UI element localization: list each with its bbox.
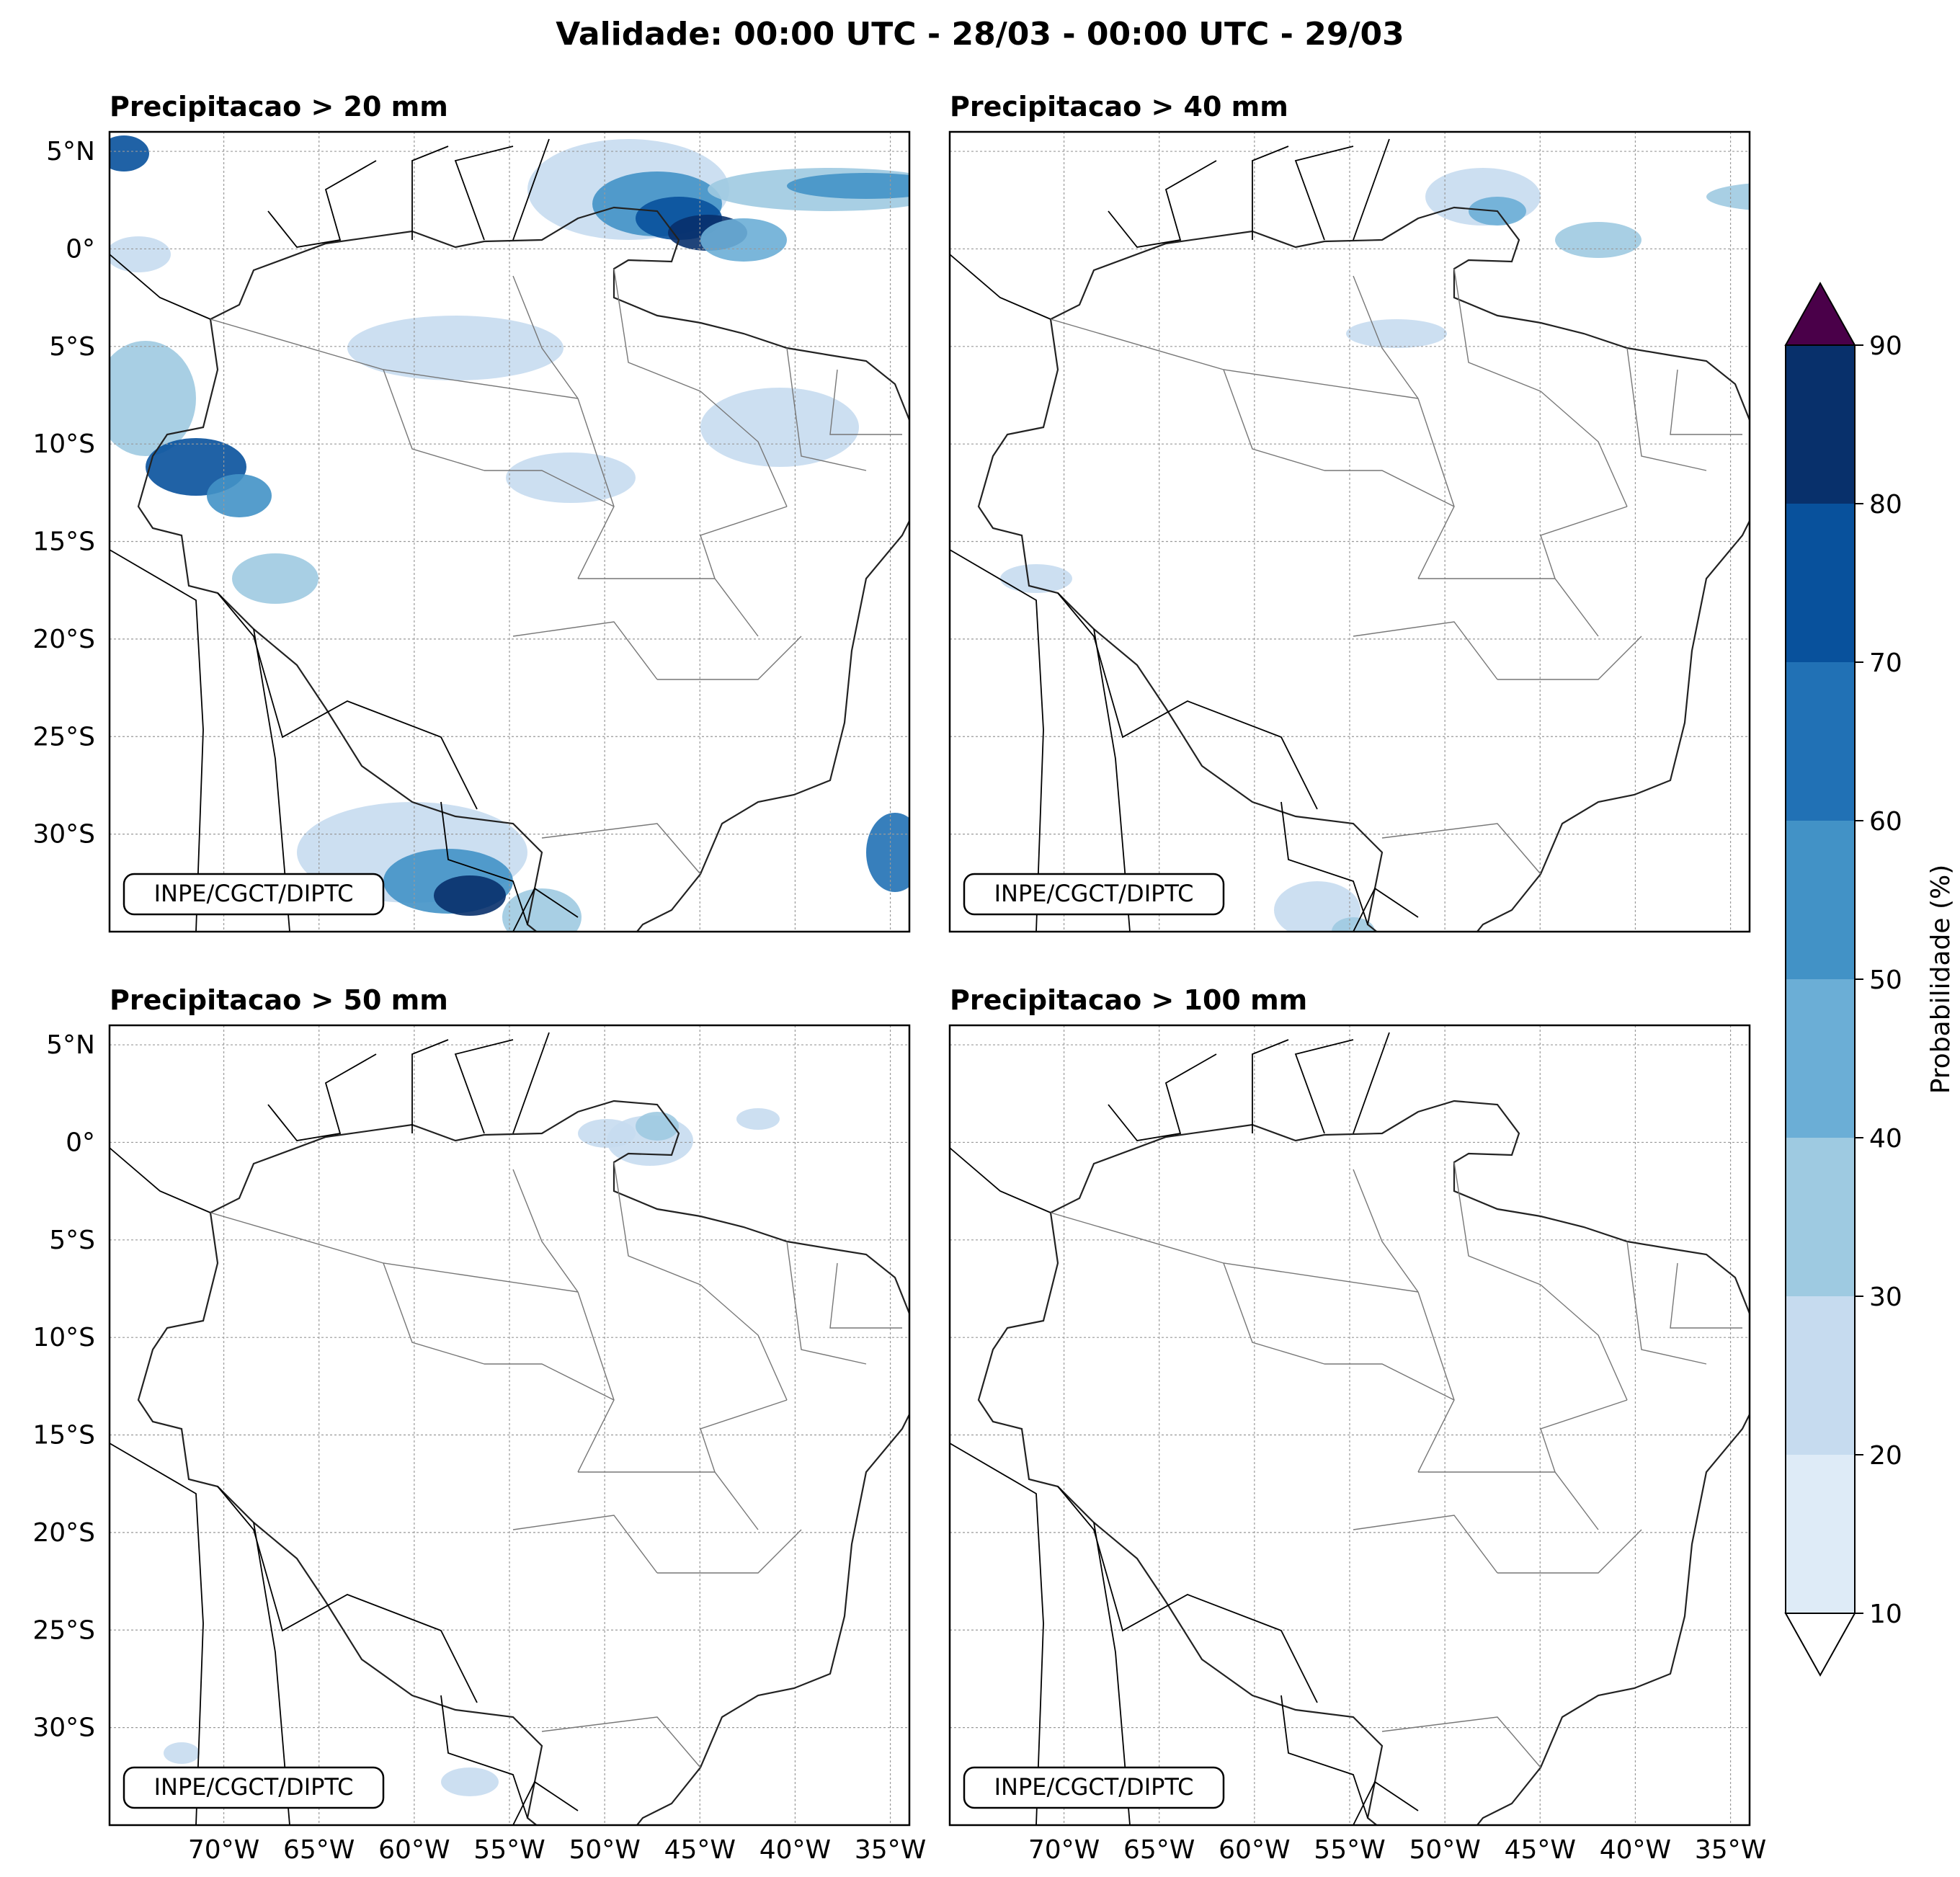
map-panel-p50: Precipitacao > 50 mm INPE/CGCT/DIPTC 5°N 0°…	[32, 984, 926, 1865]
credit-box	[122, 1766, 385, 1809]
colorbar-tick-label: 20	[1869, 1441, 1902, 1471]
precipitation-probability-field	[110, 135, 909, 932]
graticule	[110, 1025, 909, 1825]
lat-tick-label: 5°S	[49, 1226, 95, 1255]
lat-tick-label: 30°S	[32, 820, 95, 850]
lon-tick-label: 55°W	[473, 1835, 545, 1865]
lat-tick-label: 15°S	[32, 527, 95, 557]
credit-box	[963, 1766, 1225, 1809]
lon-tick-label: 50°W	[569, 1835, 640, 1865]
panel-frame	[108, 130, 911, 933]
lat-tick-label: 30°S	[32, 1713, 95, 1743]
colorbar-tick-label: 80	[1869, 490, 1902, 520]
neighbor-borders	[950, 138, 1419, 932]
lat-tick-label: 5°N	[46, 137, 95, 166]
lon-tick-label: 60°W	[378, 1835, 450, 1865]
colorbar-segment	[1786, 662, 1855, 821]
lat-tick-label: 5°S	[49, 332, 95, 362]
graticule	[950, 132, 1750, 932]
colorbar: 10 20 30 40 50 60 70 80 90 Probabilidade (%)	[1784, 281, 1956, 1677]
map-panel-p100: Precipitacao > 100 mm INPE/CGCT/DIPTC 70°W…	[948, 984, 1766, 1865]
credit-label: INPE/CGCT/DIPTC	[994, 1773, 1194, 1801]
colorbar-tick-label: 60	[1869, 807, 1902, 837]
state-borders	[210, 1162, 902, 1768]
colorbar-segment	[1786, 1296, 1855, 1455]
colorbar-segment	[1786, 345, 1855, 504]
graticule	[110, 132, 909, 932]
colorbar-segment	[1786, 979, 1855, 1138]
lat-tick-label: 20°S	[32, 625, 95, 654]
lon-tick-label: 45°W	[1505, 1835, 1576, 1865]
lon-tick-label: 40°W	[760, 1835, 831, 1865]
lon-tick-label: 60°W	[1219, 1835, 1290, 1865]
colorbar-over-triangle	[1784, 281, 1856, 346]
lon-tick-label: 65°W	[1123, 1835, 1195, 1865]
colorbar-tick-label: 50	[1869, 966, 1902, 995]
state-borders	[1050, 268, 1742, 875]
panel-frame	[948, 1024, 1751, 1827]
credit-box	[122, 873, 385, 916]
lat-tick-label: 5°N	[46, 1030, 95, 1060]
lat-tick-label: 10°S	[32, 1323, 95, 1352]
colorbar-label: Probabilidade (%)	[1926, 865, 1956, 1094]
colorbar-under-triangle	[1784, 1613, 1856, 1677]
map-panel-p40: Precipitacao > 40 mm INPE/CGCT/DIPTC	[948, 91, 1751, 933]
lon-tick-label: 65°W	[283, 1835, 355, 1865]
lat-tick-label: 20°S	[32, 1518, 95, 1548]
colorbar-tick-label: 40	[1869, 1124, 1902, 1154]
figure-title: Validade: 00:00 UTC - 28/03 - 00:00 UTC …	[556, 16, 1404, 53]
credit-box	[963, 873, 1225, 916]
precipitation-probability-field	[1000, 168, 1750, 932]
colorbar-tick-label: 10	[1869, 1600, 1902, 1629]
panel-title: Precipitacao > 50 mm	[110, 984, 448, 1016]
credit-label: INPE/CGCT/DIPTC	[154, 1773, 354, 1801]
colorbar-segment	[1786, 1138, 1855, 1296]
state-borders	[1050, 1162, 1742, 1768]
lon-tick-label: 35°W	[1695, 1835, 1766, 1865]
credit-label: INPE/CGCT/DIPTC	[994, 880, 1194, 907]
colorbar-segment	[1786, 821, 1855, 979]
colorbar-tick-label: 70	[1869, 648, 1902, 678]
lat-tick-label: 10°S	[32, 429, 95, 459]
state-borders	[210, 268, 902, 875]
colorbar-segment	[1786, 504, 1855, 662]
colorbar-tick-label: 90	[1869, 331, 1902, 361]
credit-label: INPE/CGCT/DIPTC	[154, 880, 354, 907]
panel-title: Precipitacao > 20 mm	[110, 91, 448, 122]
lat-tick-label: 0°	[66, 1128, 95, 1157]
lon-tick-label: 45°W	[664, 1835, 736, 1865]
lon-tick-label: 55°W	[1314, 1835, 1385, 1865]
colorbar-segment	[1786, 1455, 1855, 1613]
graticule	[950, 1025, 1750, 1825]
lon-tick-label: 70°W	[1028, 1835, 1100, 1865]
panel-title: Precipitacao > 100 mm	[950, 984, 1307, 1016]
lat-tick-label: 25°S	[32, 1615, 95, 1645]
lat-tick-label: 25°S	[32, 722, 95, 752]
panel-frame	[948, 130, 1751, 933]
lat-tick-label: 0°	[66, 234, 95, 264]
colorbar-tick-label: 30	[1869, 1283, 1902, 1312]
panel-frame	[108, 1024, 911, 1827]
lon-tick-label: 50°W	[1409, 1835, 1480, 1865]
lon-tick-label: 40°W	[1600, 1835, 1671, 1865]
map-panel-p20: Precipitacao > 20 mm INPE/CGCT/DIPTC 5°N 0°…	[32, 91, 911, 933]
lat-tick-label: 15°S	[32, 1421, 95, 1450]
panel-title: Precipitacao > 40 mm	[950, 91, 1288, 122]
lon-tick-label: 35°W	[855, 1835, 926, 1865]
lon-tick-label: 70°W	[188, 1835, 259, 1865]
